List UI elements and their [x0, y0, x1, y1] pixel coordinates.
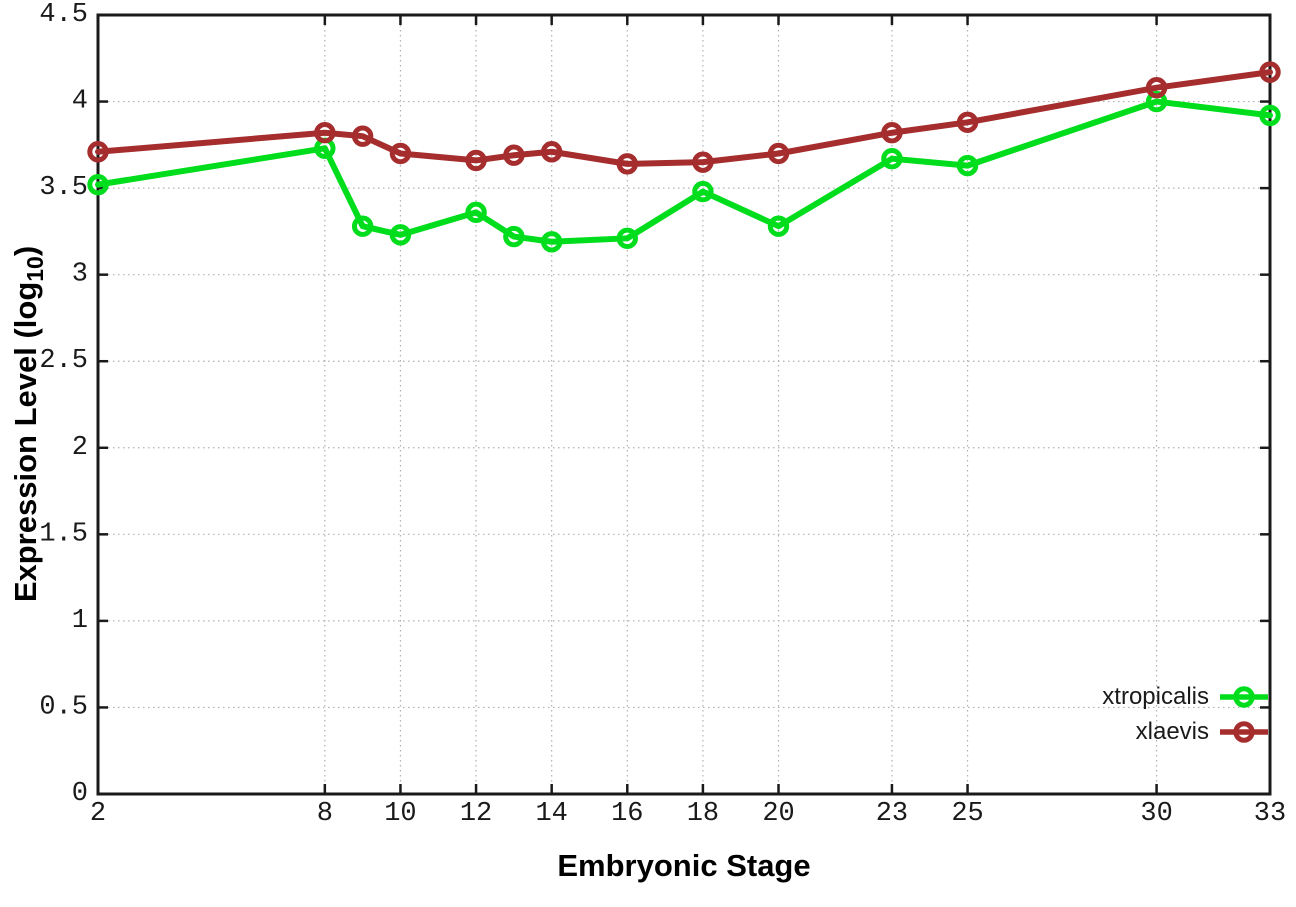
data-point-xtropicalis [465, 201, 487, 224]
data-point-xlaevis [881, 122, 903, 144]
data-point-xlaevis [87, 141, 109, 163]
x-tick-label: 18 [687, 799, 719, 829]
data-point-xtropicalis [692, 180, 714, 203]
data-point-xlaevis [503, 144, 525, 166]
y-tick-label: 2.5 [39, 346, 88, 376]
data-point-xlaevis [540, 141, 563, 163]
x-tick-label: 20 [762, 799, 794, 829]
data-point-xlaevis [692, 151, 714, 173]
y-tick-label: 0.5 [39, 692, 88, 722]
x-tick-label: 8 [317, 799, 333, 829]
data-point-xtropicalis [503, 225, 525, 248]
data-point-xlaevis [465, 149, 487, 172]
legend-label-xtropicalis: xtropicalis [1102, 683, 1209, 710]
y-tick-label: 3.5 [39, 173, 88, 203]
data-point-xlaevis [389, 142, 412, 165]
data-point-xtropicalis [389, 224, 412, 246]
data-point-xtropicalis [540, 231, 563, 253]
y-axis-title-main: Expression Level (log [8, 282, 43, 602]
data-point-xlaevis [1259, 61, 1281, 83]
y-tick-label: 3 [72, 260, 88, 290]
y-axis-title: Expression Level (log10) [8, 246, 48, 602]
data-point-xtropicalis [87, 173, 109, 196]
x-tick-label: 16 [611, 799, 643, 829]
series-line-xtropicalis [95, 98, 1273, 245]
data-point-xlaevis [767, 142, 790, 165]
legend-sample-xtropicalis-marker [1220, 686, 1268, 708]
legend-label-xlaevis: xlaevis [1135, 718, 1209, 745]
x-tick-label: 14 [535, 799, 567, 829]
data-point-xlaevis [956, 111, 979, 134]
x-tick-label: 23 [876, 799, 908, 829]
legend-sample-xlaevis-marker [1220, 721, 1268, 743]
x-tick-label: 33 [1254, 799, 1286, 829]
x-tick-label: 25 [951, 799, 983, 829]
legend-entry-xtropicalis: xtropicalis [1102, 683, 1270, 711]
data-point-xtropicalis [956, 154, 979, 177]
y-tick-label: 4 [72, 87, 88, 117]
data-point-xlaevis [351, 125, 374, 147]
y-tick-label: 1.5 [39, 519, 88, 549]
legend-entry-xlaevis: xlaevis [1136, 718, 1270, 746]
x-tick-label: 2 [90, 799, 106, 829]
data-point-xtropicalis [1145, 90, 1168, 113]
data-point-xtropicalis [767, 215, 790, 237]
data-point-xtropicalis [881, 147, 903, 170]
data-point-xtropicalis [616, 227, 638, 250]
plot-border [96, 13, 1272, 796]
x-tick-label: 30 [1140, 799, 1172, 829]
data-point-xtropicalis [1259, 104, 1281, 127]
x-tick-label: 10 [384, 799, 416, 829]
legend: xtropicalis xlaevis [1102, 683, 1270, 746]
data-point-xlaevis [314, 122, 336, 144]
data-point-xlaevis [1145, 77, 1168, 99]
y-tick-label: 1 [72, 606, 88, 636]
data-point-xlaevis [616, 153, 638, 175]
x-tick-label: 12 [460, 799, 492, 829]
data-point-xtropicalis [351, 215, 374, 237]
y-axis-title-subscript: 10 [22, 256, 48, 282]
x-axis-title: Embryonic Stage [557, 848, 810, 883]
y-tick-label: 4.5 [39, 0, 88, 30]
y-tick-label: 0 [72, 779, 88, 809]
series-line-xlaevis [95, 69, 1273, 167]
y-tick-label: 2 [72, 433, 88, 463]
plot-layer: 0 0.5 1 1.5 2 2.5 3 3.5 4 4.5 2 8 10 12 14 16 18 20 23 25 30… [39, 0, 1286, 829]
y-axis-title-close: ) [8, 246, 43, 256]
